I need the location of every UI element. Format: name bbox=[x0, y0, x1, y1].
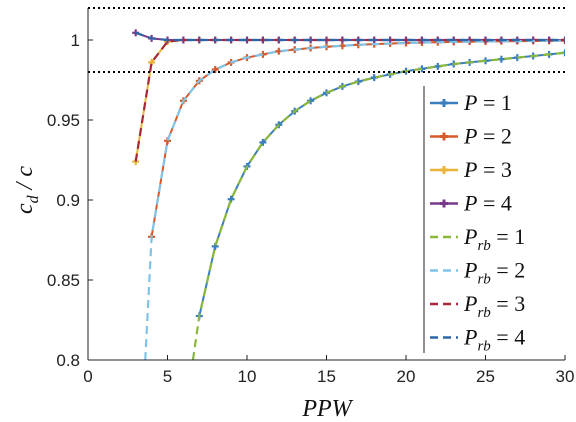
series-line-5 bbox=[191, 51, 565, 360]
x-tick-label: 5 bbox=[163, 367, 172, 386]
x-tick-label: 25 bbox=[476, 367, 495, 386]
series-line-8 bbox=[135, 31, 565, 42]
data-point bbox=[307, 97, 315, 105]
legend-label: Prb = 3 bbox=[463, 291, 525, 321]
x-tick-label: 0 bbox=[83, 367, 92, 386]
legend-label: Prb = 2 bbox=[463, 258, 525, 288]
legend-entry: P = 1 bbox=[430, 90, 512, 115]
x-tick-label: 10 bbox=[238, 367, 257, 386]
data-point bbox=[259, 138, 267, 146]
legend-entry: Prb = 4 bbox=[430, 325, 525, 355]
legend-entry: P = 3 bbox=[430, 157, 512, 182]
series-layer bbox=[132, 29, 565, 360]
series-line-6 bbox=[144, 39, 565, 360]
legend-label: P = 4 bbox=[463, 191, 512, 216]
y-tick-label: 0.8 bbox=[56, 351, 80, 370]
legend-box bbox=[424, 86, 565, 353]
x-tick-label: 15 bbox=[317, 367, 336, 386]
y-tick-label: 0.85 bbox=[47, 271, 80, 290]
legend-entry: Prb = 1 bbox=[430, 224, 525, 254]
legend-entry: P = 4 bbox=[430, 191, 512, 216]
legend-label: P = 3 bbox=[463, 157, 512, 182]
data-point bbox=[211, 66, 219, 74]
axes: 0 5 10 15 20 25 30 0.8 0.85 0.9 0.95 1 bbox=[47, 8, 575, 386]
x-tick-label: 20 bbox=[397, 367, 416, 386]
y-tick-label: 1 bbox=[71, 31, 80, 50]
legend-label: Prb = 4 bbox=[463, 325, 525, 355]
legend-entry: Prb = 3 bbox=[430, 291, 525, 321]
x-tick-label: 30 bbox=[556, 367, 575, 386]
legend-entry: Prb = 2 bbox=[430, 258, 525, 288]
legend-entry: P = 2 bbox=[430, 124, 512, 149]
y-tick-label: 0.95 bbox=[47, 111, 80, 130]
legend-label: P = 1 bbox=[463, 90, 512, 115]
x-axis-label: PPW bbox=[301, 396, 353, 422]
y-tick-label: 0.9 bbox=[56, 191, 80, 210]
legend-label: P = 2 bbox=[463, 124, 512, 149]
y-axis-label: cd / c bbox=[12, 166, 42, 214]
legend-label: Prb = 1 bbox=[463, 224, 525, 254]
